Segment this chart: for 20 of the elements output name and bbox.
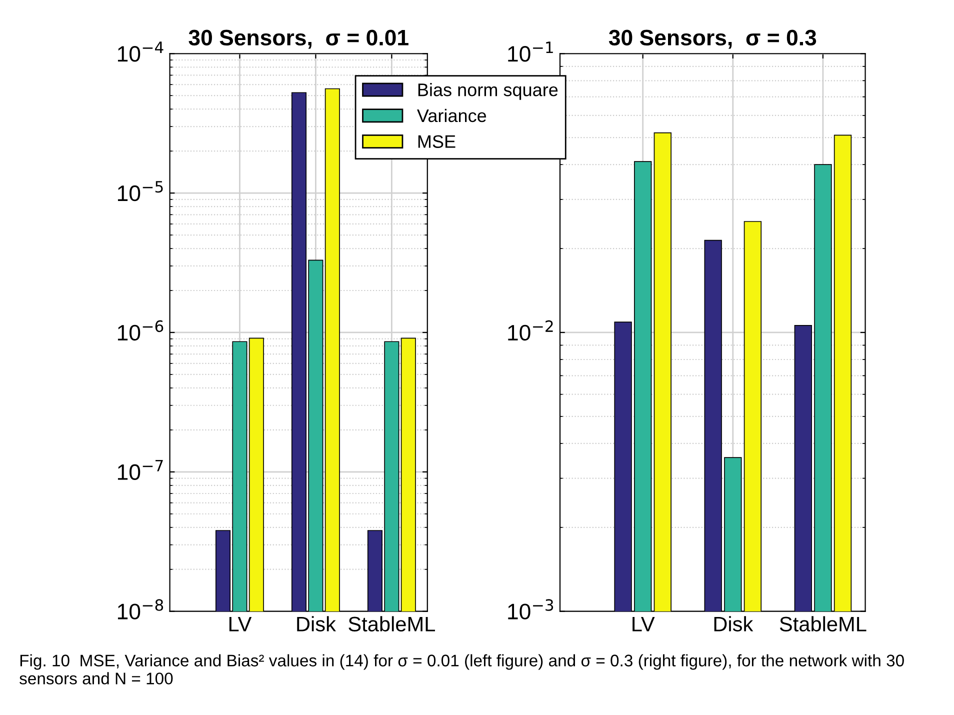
y-tick-label: 10$^{−1}$ (508, 42, 553, 62)
x-tick-label: LV (229, 616, 252, 632)
y-tick-label: 10$^{−3}$ (508, 599, 554, 620)
chart-title: 30 Sensors, σ = 0.01 (188, 30, 408, 49)
x-tick-label: StableML (348, 616, 435, 632)
legend-label: Bias norm square (418, 82, 558, 100)
y-tick-label: 10$^{−4}$ (118, 42, 164, 62)
x-tick-label: StableML (780, 616, 866, 632)
y-tick-label: 10$^{−5}$ (118, 181, 163, 202)
legend-label: Variance (417, 108, 486, 122)
chart-title: 30 Sensors, σ = 0.3 (608, 30, 816, 49)
y-tick-label: 10$^{−7}$ (118, 460, 163, 480)
x-tick-label: Disk (297, 616, 336, 632)
y-tick-label: 10$^{−8}$ (118, 599, 164, 620)
legend-label: MSE (418, 135, 456, 148)
x-tick-label: LV (632, 616, 655, 632)
caption: Fig. 10 MSE, Variance and Bias² values in (14) for σ = 0.01 (left figure) and σ = 0.3 (right figure), for the network with 30 sensors and N = 100 (20, 654, 904, 684)
y-tick-label: 10$^{−2}$ (508, 320, 553, 341)
x-tick-label: Disk (714, 616, 754, 632)
y-tick-label: 10$^{−6}$ (118, 320, 164, 341)
